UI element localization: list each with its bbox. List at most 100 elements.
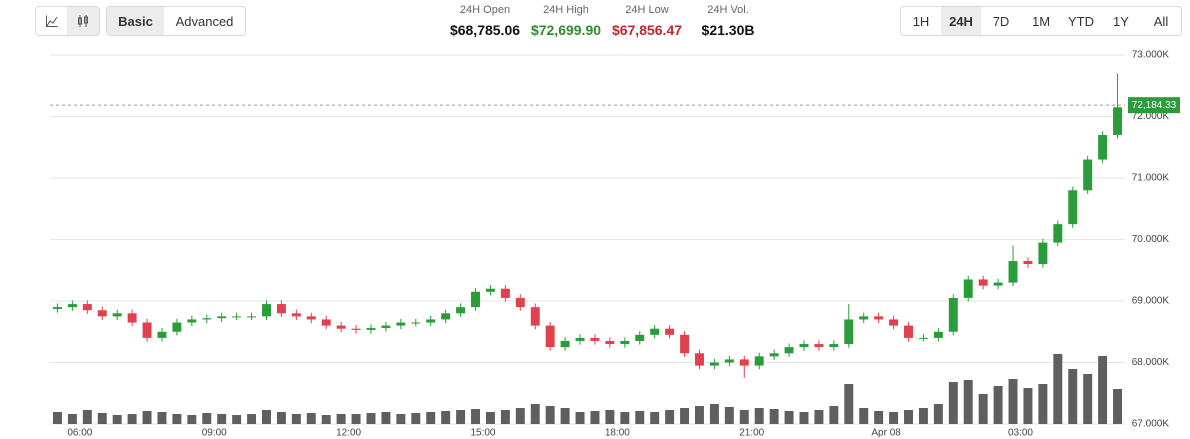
candle-body bbox=[874, 316, 884, 320]
stat: 24H Open $68,785.06 bbox=[440, 4, 530, 38]
mode-button[interactable]: Basic bbox=[107, 7, 164, 35]
range-button[interactable]: 7D bbox=[992, 13, 1010, 29]
volume-bar bbox=[500, 410, 510, 424]
x-tick-label: 09:00 bbox=[202, 428, 227, 439]
volume-bar bbox=[112, 415, 122, 424]
stat-label: 24H Vol. bbox=[707, 4, 749, 16]
candle-body bbox=[739, 359, 749, 366]
candle-body bbox=[262, 304, 271, 317]
volume-bar bbox=[157, 412, 167, 424]
volume-bar bbox=[1113, 389, 1123, 424]
candle-body bbox=[232, 316, 242, 318]
volume-bar bbox=[1098, 356, 1108, 424]
volume-bar bbox=[784, 411, 794, 424]
candle-body bbox=[948, 297, 958, 332]
volume-bar bbox=[1068, 369, 1078, 424]
volume-bar bbox=[426, 412, 436, 424]
range-button[interactable]: All bbox=[1153, 13, 1169, 29]
line-icon-button[interactable] bbox=[36, 7, 67, 35]
candle-body bbox=[859, 316, 869, 320]
volume-bar bbox=[321, 415, 331, 424]
volume-bar bbox=[874, 411, 884, 424]
mode-switch: Basic Advanced bbox=[106, 6, 246, 36]
candle-body bbox=[769, 353, 779, 357]
candle-body bbox=[67, 304, 77, 308]
volume-bar bbox=[202, 413, 212, 424]
x-tick-label: 18:00 bbox=[605, 428, 630, 439]
volume-bar bbox=[530, 404, 540, 424]
candle-body bbox=[381, 325, 391, 329]
candle-body bbox=[933, 331, 943, 338]
volume-bar bbox=[1023, 388, 1033, 424]
volume-bar bbox=[127, 414, 137, 424]
y-tick-label: 71.000K bbox=[1132, 173, 1170, 184]
candle-body bbox=[1053, 224, 1063, 243]
stat-value: $21.30B bbox=[701, 22, 755, 38]
candle-body bbox=[485, 288, 495, 292]
volume-bar bbox=[918, 408, 928, 424]
volume-bar bbox=[665, 410, 675, 424]
volume-bar bbox=[97, 413, 107, 424]
candle-body bbox=[799, 344, 809, 348]
y-tick-label: 72.000K bbox=[1132, 111, 1170, 122]
volume-bar bbox=[560, 408, 570, 424]
volume-bar bbox=[545, 406, 555, 424]
stat: 24H High $72,699.90 bbox=[521, 4, 611, 38]
volume-bar bbox=[262, 410, 271, 424]
candle-body bbox=[829, 344, 839, 348]
stat-label: 24H Low bbox=[625, 4, 669, 16]
candle-body bbox=[500, 288, 510, 298]
volume-bar bbox=[485, 412, 495, 424]
volume-bar bbox=[605, 410, 615, 424]
volume-bar bbox=[276, 412, 286, 424]
candle-body bbox=[411, 322, 421, 324]
candle-body bbox=[247, 316, 257, 318]
candle-body bbox=[560, 340, 570, 348]
volume-bar bbox=[1083, 374, 1093, 424]
volume-bar bbox=[306, 413, 316, 424]
candle-body bbox=[963, 279, 973, 298]
range-button[interactable]: 1H bbox=[912, 13, 930, 29]
candle-body bbox=[471, 291, 480, 308]
candle-body bbox=[1023, 261, 1033, 265]
candle-body bbox=[187, 319, 197, 323]
range-button[interactable]: 24H bbox=[941, 7, 981, 35]
candle-body bbox=[1113, 107, 1123, 135]
candle-icon-button[interactable] bbox=[67, 7, 99, 35]
range-button[interactable]: 1Y bbox=[1113, 13, 1129, 29]
candle-body bbox=[993, 282, 1003, 286]
y-tick-label: 70.000K bbox=[1132, 234, 1170, 245]
volume-bar bbox=[291, 414, 301, 424]
volume-bar bbox=[575, 412, 585, 424]
candle-body bbox=[530, 307, 540, 326]
candle-body bbox=[1038, 242, 1048, 265]
volume-bar bbox=[52, 412, 62, 424]
volume-bar bbox=[963, 380, 973, 424]
volume-bar bbox=[724, 407, 734, 424]
candle-body bbox=[620, 340, 630, 345]
range-button[interactable]: YTD bbox=[1068, 13, 1094, 29]
candle-body bbox=[97, 310, 107, 317]
stat: 24H Vol. $21.30B bbox=[683, 4, 773, 38]
candle-body bbox=[1008, 261, 1018, 283]
x-tick-label: Apr 08 bbox=[871, 428, 901, 439]
candle-body bbox=[142, 322, 152, 338]
volume-bar bbox=[396, 414, 406, 424]
candle-body bbox=[396, 322, 406, 326]
volume-bar bbox=[67, 414, 77, 424]
mode-button[interactable]: Advanced bbox=[175, 13, 234, 29]
volume-bar bbox=[814, 410, 824, 424]
candle-body bbox=[978, 279, 988, 286]
candle-body bbox=[336, 325, 346, 329]
candle-body bbox=[306, 316, 316, 320]
range-button[interactable]: 1M bbox=[1031, 13, 1051, 29]
candle-body bbox=[814, 344, 824, 348]
candle-body bbox=[1083, 159, 1093, 191]
volume-bar bbox=[695, 406, 704, 424]
volume-bar bbox=[889, 412, 899, 424]
volume-bar bbox=[933, 404, 943, 424]
candle-body bbox=[635, 334, 645, 341]
volume-bar bbox=[754, 408, 764, 424]
stat-value: $67,856.47 bbox=[611, 22, 683, 38]
